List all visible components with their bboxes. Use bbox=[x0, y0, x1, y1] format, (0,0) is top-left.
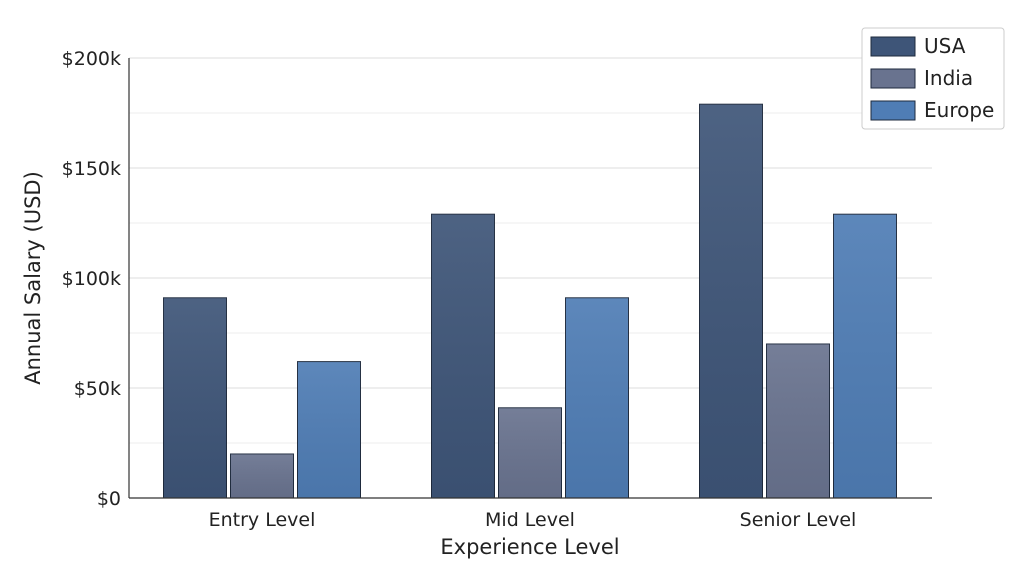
bar-shading bbox=[766, 344, 830, 498]
y-tick-label: $100k bbox=[62, 268, 121, 290]
bar-shading bbox=[297, 361, 361, 498]
x-tick-label: Entry Level bbox=[209, 509, 316, 531]
legend: USA India Europe bbox=[861, 27, 1005, 130]
y-tick-label: $150k bbox=[62, 158, 121, 180]
legend-swatch bbox=[870, 36, 916, 57]
axes bbox=[128, 58, 932, 499]
y-tick-labels: $0 $50k $100k $150k $200k bbox=[62, 48, 121, 510]
x-tick-labels: Entry Level Mid Level Senior Level bbox=[209, 509, 857, 531]
bar-shading bbox=[833, 214, 897, 498]
bar-shading bbox=[699, 104, 763, 498]
y-tick-label: $0 bbox=[97, 488, 121, 510]
y-tick-label: $50k bbox=[74, 378, 121, 400]
bar-shading bbox=[163, 297, 227, 498]
x-tick-label: Senior Level bbox=[740, 509, 857, 531]
legend-label: USA bbox=[924, 34, 966, 58]
bars bbox=[163, 103, 897, 499]
y-axis-title: Annual Salary (USD) bbox=[21, 171, 45, 385]
legend-label: Europe bbox=[924, 98, 994, 122]
legend-swatch bbox=[870, 68, 916, 89]
x-axis-title: Experience Level bbox=[440, 535, 619, 559]
y-tick-label: $200k bbox=[62, 48, 121, 70]
x-tick-label: Mid Level bbox=[485, 509, 575, 531]
bar-shading bbox=[565, 297, 629, 498]
bar-shading bbox=[498, 407, 562, 498]
bar-shading bbox=[431, 214, 495, 498]
legend-swatch bbox=[870, 100, 916, 121]
bar-shading bbox=[230, 454, 294, 498]
legend-label: India bbox=[924, 66, 973, 90]
